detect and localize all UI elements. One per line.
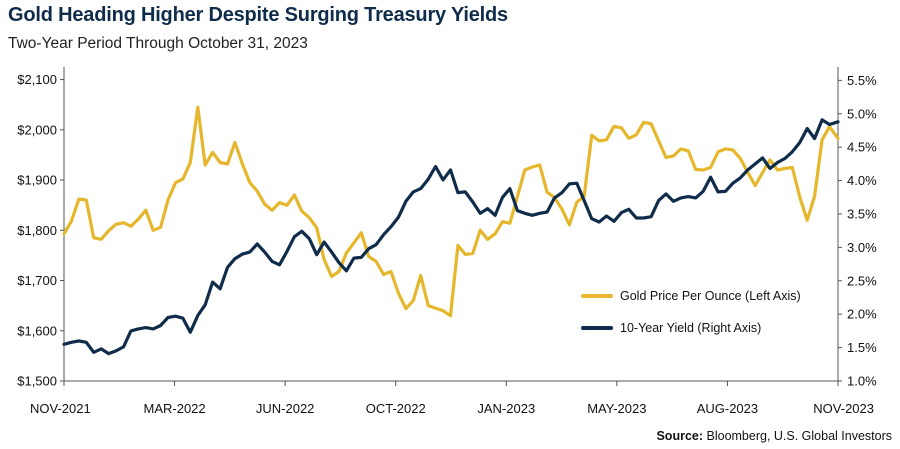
right-tick-label: 2.0%: [847, 307, 877, 322]
left-tick-label: $2,100: [17, 72, 57, 87]
gold-price-line: [62, 105, 840, 318]
series-layer: [62, 105, 840, 356]
source-text: Bloomberg, U.S. Global Investors: [706, 429, 893, 443]
left-axis-ticks: $1,500 $1,600 $1,700 $1,800 $1,900 $2,000 $2,1…: [17, 72, 64, 389]
left-tick-label: $1,800: [17, 223, 57, 238]
x-tick-label: JAN-2023: [477, 401, 535, 416]
right-tick-label: 1.0%: [847, 374, 877, 389]
legend-label-gold: Gold Price Per Ounce (Left Axis): [620, 289, 801, 303]
legend-label-yield: 10-Year Yield (Right Axis): [620, 321, 761, 335]
left-tick-label: $1,500: [17, 374, 57, 389]
right-tick-label: 4.5%: [847, 140, 877, 155]
legend: Gold Price Per Ounce (Left Axis) 10-Year…: [581, 289, 801, 335]
source-note: Source: Bloomberg, U.S. Global Investors: [656, 429, 892, 443]
x-axis-ticks: NOV-2021 MAR-2022 JUN-2022 OCT-2022 JAN-2023…: [30, 381, 874, 416]
left-tick-label: $2,000: [17, 122, 57, 137]
x-tick-label: MAY-2023: [587, 401, 646, 416]
right-tick-label: 4.0%: [847, 173, 877, 188]
source-label: Source:: [656, 429, 704, 443]
x-tick-label: NOV-2023: [813, 401, 874, 416]
right-axis-ticks: 1.0% 1.5% 2.0% 2.5% 3.0% 3.5% 4.0% 4.5% 5.0% 5.5%: [838, 73, 877, 389]
right-tick-label: 1.5%: [847, 340, 877, 355]
x-tick-label: AUG-2023: [697, 401, 758, 416]
x-tick-label: NOV-2021: [30, 401, 91, 416]
right-tick-label: 5.0%: [847, 106, 877, 121]
right-tick-label: 3.0%: [847, 240, 877, 255]
left-tick-label: $1,900: [17, 173, 57, 188]
x-tick-label: OCT-2022: [366, 401, 426, 416]
chart-title: Gold Heading Higher Despite Surging Trea…: [8, 4, 508, 26]
x-tick-label: MAR-2022: [144, 401, 206, 416]
left-tick-label: $1,600: [17, 323, 57, 338]
left-tick-label: $1,700: [17, 273, 57, 288]
axes: [63, 67, 839, 382]
chart-subtitle: Two-Year Period Through October 31, 2023: [8, 35, 308, 52]
right-tick-label: 3.5%: [847, 206, 877, 221]
x-tick-label: JUN-2022: [256, 401, 315, 416]
ten-year-yield-line: [62, 118, 840, 356]
right-tick-label: 5.5%: [847, 73, 877, 88]
right-tick-label: 2.5%: [847, 273, 877, 288]
